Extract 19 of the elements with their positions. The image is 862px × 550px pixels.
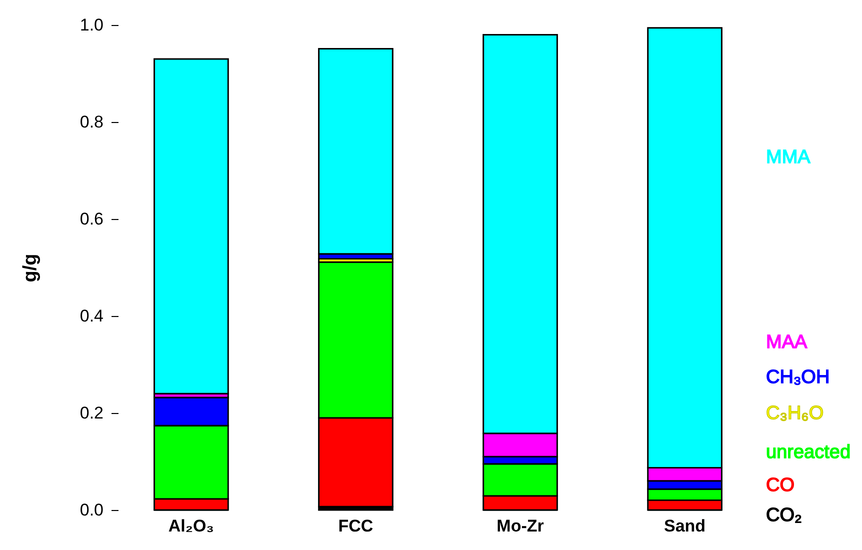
x-tick-label: Al₂O₃ bbox=[168, 516, 214, 536]
y-tick-label: 0.8 bbox=[80, 112, 104, 132]
y-axis-title: g/g bbox=[20, 254, 41, 282]
legend-label: CO bbox=[766, 475, 794, 496]
text: C₃H₆O bbox=[766, 403, 824, 424]
bar bbox=[154, 58, 229, 394]
text: CH₃OH bbox=[766, 367, 830, 388]
y-tick-label: 0.4 bbox=[80, 306, 104, 326]
y-tick-label: 0.2 bbox=[80, 404, 104, 422]
text: unreacted bbox=[766, 442, 851, 463]
y-tick-label: 0.0 bbox=[80, 500, 104, 520]
x-tick-label: Sand bbox=[664, 516, 706, 536]
text: MMA bbox=[766, 147, 811, 168]
text: CO₂ bbox=[766, 505, 802, 526]
y-tick-label: 1.0 bbox=[80, 16, 104, 34]
y-tick-label: 0.6 bbox=[80, 210, 104, 228]
x-tick-label: FCC bbox=[338, 516, 374, 536]
x-tick-label: Mo-Zr bbox=[496, 516, 544, 536]
text: MAA bbox=[766, 332, 808, 353]
